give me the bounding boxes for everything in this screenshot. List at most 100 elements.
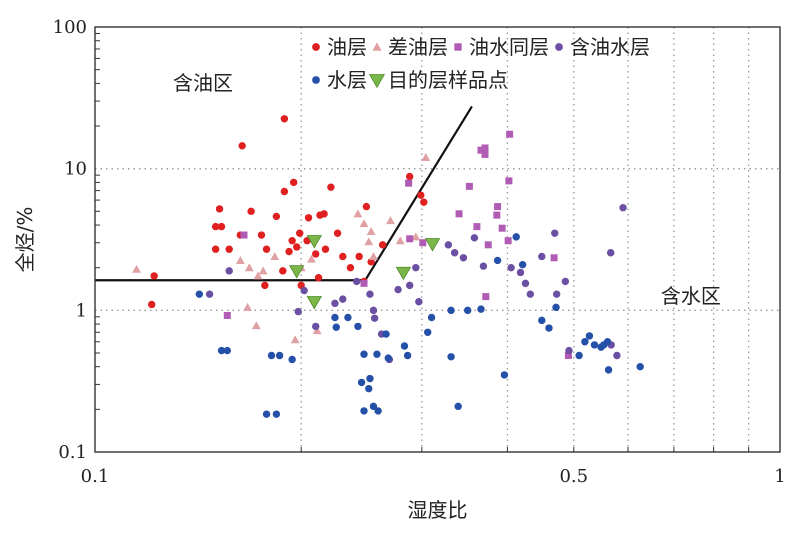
data-point bbox=[360, 350, 368, 358]
data-point bbox=[420, 198, 428, 206]
legend-label: 差油层 bbox=[388, 35, 448, 59]
region-label: 含油区 bbox=[173, 71, 233, 95]
data-point bbox=[132, 264, 141, 273]
data-point bbox=[521, 279, 530, 288]
data-point bbox=[581, 338, 589, 346]
data-point bbox=[636, 363, 644, 371]
data-point bbox=[258, 266, 268, 275]
data-point bbox=[359, 219, 369, 228]
data-point bbox=[366, 290, 374, 298]
legend-item: 油层 bbox=[312, 35, 367, 59]
data-point bbox=[355, 252, 363, 261]
data-point bbox=[526, 290, 535, 298]
data-point bbox=[289, 265, 305, 279]
data-point bbox=[419, 239, 427, 247]
data-point bbox=[261, 281, 269, 290]
data-point bbox=[538, 252, 546, 261]
data-point bbox=[280, 187, 289, 196]
series-2 bbox=[223, 130, 572, 359]
data-point bbox=[288, 237, 296, 245]
data-point bbox=[306, 235, 322, 249]
data-point bbox=[395, 236, 405, 245]
data-point bbox=[424, 238, 441, 252]
data-point bbox=[481, 150, 489, 158]
data-point bbox=[412, 263, 420, 272]
data-point bbox=[288, 355, 296, 364]
data-point bbox=[455, 210, 463, 218]
data-point bbox=[395, 266, 412, 281]
data-point bbox=[272, 410, 281, 418]
data-point bbox=[360, 407, 368, 415]
data-point bbox=[506, 130, 514, 138]
data-point bbox=[312, 322, 320, 331]
data-point bbox=[421, 153, 431, 161]
data-point bbox=[331, 299, 339, 308]
data-point bbox=[604, 366, 613, 374]
data-point bbox=[352, 277, 361, 286]
data-point bbox=[262, 410, 271, 418]
data-point bbox=[238, 142, 246, 150]
data-point bbox=[463, 306, 472, 315]
data-point bbox=[369, 402, 378, 411]
legend-label: 目的层样品点 bbox=[388, 68, 508, 92]
data-point bbox=[465, 182, 473, 190]
legend-marker bbox=[372, 42, 382, 51]
data-point bbox=[290, 335, 300, 344]
data-point bbox=[312, 250, 320, 258]
data-point bbox=[477, 305, 485, 313]
data-point bbox=[470, 234, 479, 242]
data-point bbox=[447, 306, 455, 315]
data-point bbox=[493, 256, 502, 265]
data-point bbox=[482, 293, 490, 301]
legend-marker bbox=[555, 43, 563, 51]
x-tick-label: 1 bbox=[774, 466, 785, 487]
data-point bbox=[505, 177, 513, 185]
data-point bbox=[603, 338, 612, 346]
data-point bbox=[304, 214, 313, 222]
data-point bbox=[424, 328, 432, 336]
data-point bbox=[504, 237, 512, 245]
data-point bbox=[253, 271, 263, 280]
data-point bbox=[195, 290, 204, 298]
data-point bbox=[257, 231, 266, 239]
x-tick-label: 0.5 bbox=[559, 466, 588, 487]
data-point bbox=[270, 252, 280, 260]
data-point bbox=[564, 351, 572, 359]
series-1 bbox=[132, 153, 431, 344]
data-point bbox=[550, 254, 558, 262]
data-point bbox=[217, 222, 226, 231]
data-point bbox=[211, 245, 220, 253]
legend-marker bbox=[312, 43, 320, 51]
data-point bbox=[417, 191, 425, 199]
series-4 bbox=[195, 233, 644, 418]
data-point bbox=[320, 210, 328, 218]
plot-frame bbox=[94, 26, 781, 453]
y-axis-title: 全烃/% bbox=[13, 207, 37, 273]
data-point bbox=[251, 321, 261, 330]
data-point bbox=[477, 146, 485, 154]
data-point bbox=[279, 267, 287, 275]
data-point bbox=[590, 341, 599, 349]
data-point bbox=[516, 268, 525, 277]
data-point bbox=[538, 316, 546, 325]
data-point bbox=[481, 144, 489, 152]
data-point bbox=[267, 351, 276, 360]
data-point bbox=[597, 343, 605, 351]
data-point bbox=[243, 302, 252, 311]
data-point bbox=[447, 353, 455, 361]
data-point bbox=[370, 314, 379, 322]
data-point bbox=[272, 212, 281, 221]
data-point bbox=[312, 326, 322, 335]
data-point bbox=[369, 252, 378, 260]
data-point bbox=[225, 245, 233, 253]
data-point bbox=[512, 233, 520, 241]
data-point bbox=[344, 313, 352, 322]
y-tick-label: 0.1 bbox=[58, 442, 87, 463]
data-point bbox=[148, 300, 156, 309]
data-point bbox=[353, 209, 363, 218]
data-point bbox=[545, 324, 553, 332]
data-point bbox=[205, 290, 214, 298]
legend-label: 含油水层 bbox=[570, 35, 650, 59]
series-3 bbox=[205, 204, 627, 364]
